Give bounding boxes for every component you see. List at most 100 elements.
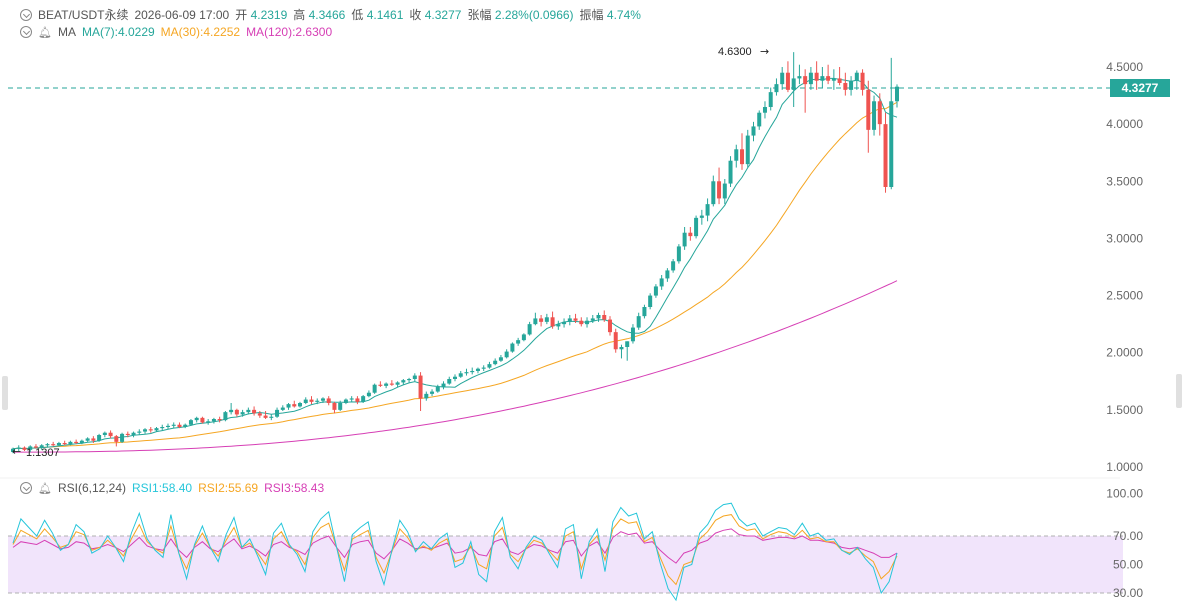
collapse-icon[interactable] — [20, 8, 32, 21]
close-value: 4.3277 — [424, 8, 462, 22]
high-arrow: → — [760, 45, 769, 58]
candle-body — [590, 318, 595, 321]
candle-body — [860, 72, 865, 90]
candle-body — [498, 357, 503, 361]
ma-label[interactable]: MA — [57, 25, 76, 39]
candle-body — [97, 435, 102, 441]
candle-body — [774, 84, 779, 93]
candle-body — [521, 334, 526, 341]
candle-body — [694, 217, 699, 237]
candle-body — [11, 448, 15, 453]
candle-body — [280, 407, 285, 410]
candle-body — [481, 367, 486, 369]
candle-body — [745, 135, 750, 165]
candle-body — [768, 92, 773, 107]
candle-body — [567, 318, 572, 322]
candle-body — [62, 443, 67, 445]
low-value: 4.1461 — [366, 8, 404, 22]
price-tick-label: 2.5000 — [1106, 289, 1143, 303]
ma-lines — [12, 77, 898, 453]
candle-body — [550, 317, 555, 327]
low-label: 低 — [351, 8, 364, 22]
candle-body — [665, 270, 670, 279]
candle-body — [332, 403, 337, 410]
price-tick-label: 4.5000 — [1106, 60, 1143, 74]
candle-body — [51, 444, 56, 446]
candlesticks — [11, 52, 899, 454]
candle-body — [361, 396, 366, 402]
candle-body — [475, 368, 480, 371]
candle-body — [751, 126, 756, 136]
candle-body — [252, 409, 257, 414]
candle-body — [642, 307, 647, 317]
high-annotation: 4.6300 — [718, 46, 752, 58]
candle-body — [194, 417, 199, 421]
rsi-tick-label: 30.00 — [1113, 586, 1143, 600]
candle-body — [682, 232, 687, 247]
ma120-value: MA(120):2.6300 — [246, 25, 333, 39]
rsi-axis: 100.00 70.00 50.00 30.00 — [1106, 486, 1143, 600]
candle-body — [630, 327, 635, 342]
candle-body — [602, 315, 607, 320]
ma-collapse-icon[interactable] — [20, 26, 32, 38]
candle-body — [292, 404, 297, 407]
rsi-lines — [12, 502, 898, 602]
candle-body — [877, 101, 882, 125]
rsi-alert-bell-icon[interactable]: 🔔︎ — [38, 482, 52, 495]
candle-body — [510, 343, 515, 352]
price-tick-label: 3.0000 — [1106, 231, 1143, 245]
candle-body — [585, 320, 590, 325]
candle-body — [671, 261, 676, 271]
candle-body — [79, 440, 84, 443]
rsi-collapse-icon[interactable] — [20, 482, 32, 494]
amplitude-value: 4.74% — [606, 8, 641, 22]
rsi-tick-label: 50.00 — [1113, 558, 1143, 572]
candle-body — [338, 403, 343, 410]
candle-body — [722, 183, 727, 199]
right-scroll-handle[interactable] — [1176, 374, 1182, 408]
open-label: 开 — [235, 8, 248, 22]
rsi3-line — [12, 528, 898, 564]
candle-body — [447, 379, 452, 384]
candle-body — [120, 433, 125, 442]
change-value: 2.28%(0.0966) — [494, 8, 574, 22]
rsi-label[interactable]: RSI(6,12,24) — [57, 481, 127, 495]
candle-body — [803, 76, 808, 85]
candle-body — [539, 318, 544, 322]
price-tick-label: 3.5000 — [1106, 174, 1143, 188]
candle-body — [165, 425, 170, 427]
symbol-label[interactable]: BEAT/USDT永续 — [38, 8, 129, 22]
change-label: 张幅 — [467, 8, 492, 22]
candle-body — [487, 364, 492, 368]
candle-body — [791, 78, 796, 90]
candle-body — [257, 413, 262, 416]
candle-body — [378, 384, 383, 386]
candle-body — [412, 375, 417, 379]
ma30-value: MA(30):4.2252 — [160, 25, 241, 39]
candle-body — [240, 412, 245, 415]
candle-body — [114, 436, 119, 442]
candle-body — [303, 399, 308, 403]
candle-body — [424, 393, 429, 399]
candle-body — [39, 445, 44, 448]
alert-bell-icon[interactable]: 🔔︎ — [38, 26, 52, 39]
candle-body — [504, 351, 509, 358]
candle-body — [407, 379, 412, 381]
candle-body — [659, 278, 664, 287]
candle-body — [91, 438, 96, 441]
candle-body — [619, 347, 624, 350]
candle-body — [188, 420, 193, 425]
candle-body — [866, 89, 871, 130]
candle-body — [206, 421, 211, 423]
candle-body — [820, 76, 825, 81]
candle-body — [699, 215, 704, 218]
candle-body — [780, 72, 785, 85]
candle-body — [395, 382, 400, 385]
candle-body — [384, 383, 389, 386]
candle-body — [837, 78, 842, 83]
rsi-tick-label: 70.00 — [1113, 529, 1143, 543]
left-scroll-handle[interactable] — [2, 376, 8, 410]
candle-body — [493, 360, 498, 365]
candle-body — [688, 232, 693, 237]
candle-body — [263, 415, 268, 418]
